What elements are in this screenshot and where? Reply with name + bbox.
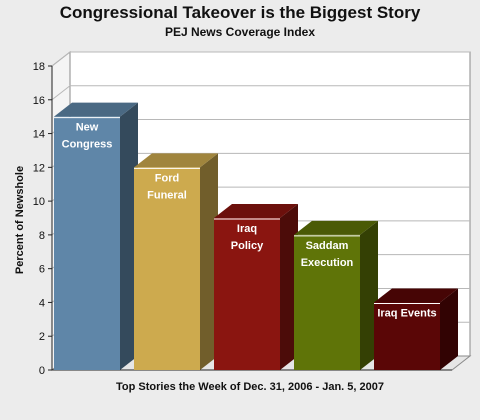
bar-label: Iraq Events [377, 307, 436, 319]
y-axis-label: Percent of Newshole [14, 166, 26, 274]
y-tick-label: 2 [39, 331, 45, 343]
gridline [51, 51, 470, 67]
bar-top [374, 288, 458, 303]
gridline [51, 85, 470, 101]
bar [374, 302, 440, 370]
y-tick-label: 10 [33, 196, 45, 208]
y-tick-label: 12 [33, 162, 45, 174]
bar-group: Iraq Events [374, 288, 458, 370]
x-axis-label: Top Stories the Week of Dec. 31, 2006 - … [116, 381, 384, 393]
y-tick-label: 8 [39, 230, 45, 242]
bar-label: Saddam [306, 240, 349, 252]
bar-top [294, 220, 378, 235]
bar-label: Execution [301, 257, 354, 269]
bar-label: Iraq [237, 223, 257, 235]
bars-layer: New Congress Ford Funeral Iraq Policy Saddam Ex… [54, 102, 458, 371]
bar-label: Congress [62, 139, 113, 151]
bar-label: New [76, 122, 99, 134]
bar-group: New Congress [54, 102, 138, 371]
y-tick-label: 4 [39, 297, 45, 309]
bar-group: Iraq Policy [214, 204, 298, 370]
bar-label: Ford [155, 172, 179, 184]
y-tick-label: 6 [39, 264, 45, 276]
bar-side [440, 288, 458, 370]
bar [294, 234, 360, 370]
bar [134, 167, 200, 370]
bar-top [54, 102, 138, 117]
bar [214, 218, 280, 370]
bar-top [214, 204, 298, 218]
bar-group: Ford Funeral [134, 153, 218, 370]
y-tick-label: 0 [39, 365, 45, 377]
y-tick-label: 16 [33, 95, 45, 107]
bar-label: Funeral [147, 189, 187, 201]
bar-side [120, 102, 138, 371]
bar-side [360, 220, 378, 370]
bar-side [280, 204, 298, 370]
bar-side [200, 153, 218, 370]
chart-subtitle: PEJ News Coverage Index [164, 25, 316, 39]
bar [54, 116, 120, 371]
bar-top [134, 153, 218, 168]
bar-group: Saddam Execution [294, 220, 378, 370]
y-tick-label: 14 [33, 129, 45, 141]
chart-title: Congressional Takeover is the Biggest St… [59, 3, 421, 22]
bar-label: Policy [231, 240, 264, 252]
y-tick-label: 18 [33, 61, 45, 73]
